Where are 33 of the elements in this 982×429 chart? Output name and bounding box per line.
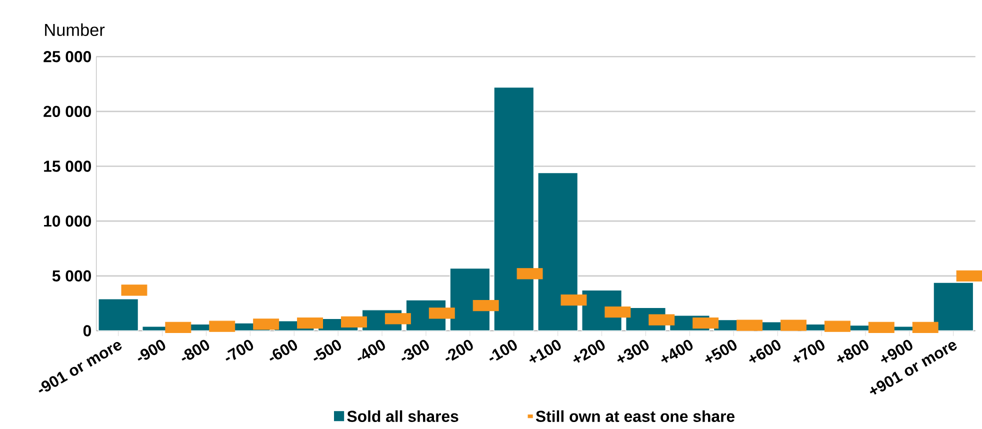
- y-tick-label: 5 000: [52, 270, 91, 282]
- x-tick-label: +700: [793, 340, 824, 363]
- x-tick-label: -901 or more: [38, 342, 122, 392]
- x-tick-label: +300: [617, 340, 649, 363]
- x-tick-label: -100: [489, 340, 517, 361]
- y-tick-label: 20 000: [44, 106, 91, 117]
- bar: [98, 298, 139, 332]
- x-tick-label: +500: [705, 340, 737, 363]
- legend-label: Still own at east one share: [536, 410, 735, 422]
- bar: [933, 282, 974, 332]
- x-tick-label: +900: [880, 340, 912, 363]
- x-tick-label: -200: [445, 340, 473, 361]
- x-tick-label: -900: [138, 340, 166, 361]
- bar: [450, 268, 490, 332]
- bar: [494, 86, 534, 332]
- x-tick-label: -700: [226, 340, 254, 361]
- bar: [538, 172, 578, 332]
- y-tick-label: 25 000: [44, 50, 91, 62]
- x-tick-label: -500: [314, 340, 342, 361]
- x-tick-label: -400: [357, 340, 385, 361]
- x-tick-label: -600: [270, 340, 298, 361]
- x-tick-label: +600: [749, 340, 781, 363]
- legend-label: Sold all shares: [347, 410, 458, 422]
- x-tick-label: +400: [661, 340, 693, 363]
- x-tick-label: -300: [401, 340, 429, 361]
- y-tick-label: 10 000: [44, 215, 91, 227]
- y-tick-label: 0: [83, 325, 92, 336]
- y-tick-label: 15 000: [44, 160, 91, 172]
- x-tick-label: +800: [836, 340, 868, 363]
- x-tick-label: -800: [182, 340, 210, 361]
- x-tick-label: +200: [573, 340, 605, 363]
- x-tick-label: +100: [529, 340, 561, 363]
- y-axis-title: Number: [45, 23, 105, 36]
